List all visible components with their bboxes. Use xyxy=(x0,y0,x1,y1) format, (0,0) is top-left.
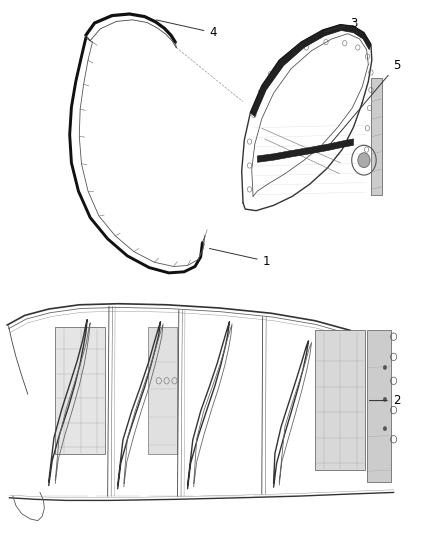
Circle shape xyxy=(358,153,370,167)
Circle shape xyxy=(383,366,387,369)
Circle shape xyxy=(383,426,387,431)
Polygon shape xyxy=(251,25,371,117)
FancyBboxPatch shape xyxy=(55,327,106,454)
Text: 1: 1 xyxy=(209,248,270,268)
Circle shape xyxy=(383,397,387,401)
Text: 5: 5 xyxy=(329,59,400,146)
Text: 4: 4 xyxy=(156,20,217,39)
FancyBboxPatch shape xyxy=(371,78,382,195)
FancyBboxPatch shape xyxy=(367,330,392,482)
FancyBboxPatch shape xyxy=(148,327,177,454)
Text: 2: 2 xyxy=(369,394,400,407)
Polygon shape xyxy=(258,139,353,163)
FancyBboxPatch shape xyxy=(315,330,365,470)
Text: 3: 3 xyxy=(325,17,357,32)
